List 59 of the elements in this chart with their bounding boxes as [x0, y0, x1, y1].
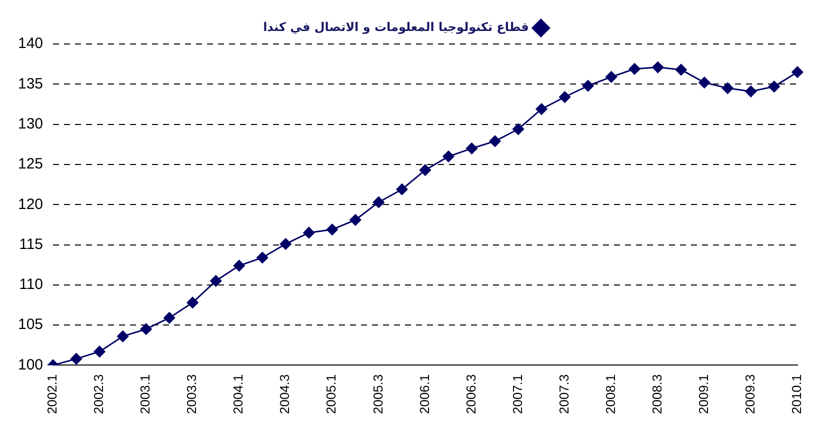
x-tick-label: 2006.3 [463, 374, 478, 414]
x-tick-label: 2009.1 [696, 374, 711, 414]
point [768, 80, 780, 92]
point [582, 80, 594, 92]
point [792, 66, 804, 78]
point [396, 184, 408, 196]
point [303, 226, 315, 238]
x-tick-label: 2004.3 [277, 374, 292, 414]
point [698, 76, 710, 88]
y-tick-label: 100 [18, 356, 44, 374]
x-tick-label: 2009.3 [742, 374, 758, 414]
point [606, 71, 618, 83]
x-tick-label: 2004.1 [230, 374, 246, 414]
y-tick-label: 105 [18, 316, 44, 334]
point [164, 312, 176, 324]
x-tick-label: 2005.3 [370, 374, 386, 414]
legend-label: قطاع تكنولوجيا المعلومات و الاتصال في كندا [263, 20, 529, 34]
y-tick-label: 130 [18, 115, 44, 132]
x-tick-label: 2008.3 [649, 374, 664, 414]
y-tick-label: 125 [18, 156, 44, 173]
point [94, 346, 106, 358]
point [326, 224, 338, 236]
point [466, 142, 478, 154]
point [280, 238, 292, 250]
point [70, 353, 82, 365]
x-tick-label: 2005.1 [324, 374, 339, 414]
point [512, 123, 524, 135]
y-tick-label: 115 [19, 236, 44, 253]
x-tick-label: 2003.3 [184, 374, 200, 414]
x-tick-label: 2003.1 [138, 374, 153, 414]
point [745, 86, 757, 98]
point [722, 82, 734, 94]
x-tick-label: 2006.1 [416, 374, 432, 414]
x-tick-label: 2002.1 [44, 374, 60, 414]
point [536, 103, 548, 115]
point [675, 64, 687, 76]
y-tick-label: 120 [18, 196, 44, 213]
y-tick-label: 135 [18, 75, 44, 92]
point [256, 252, 268, 264]
x-tick-label: 2007.3 [556, 374, 572, 414]
point [117, 330, 129, 342]
point [419, 164, 431, 176]
x-tick-label: 2002.3 [91, 374, 106, 414]
point [442, 150, 454, 162]
x-tick-label: 2010.1 [788, 374, 804, 414]
point [350, 214, 362, 226]
x-tick-label: 2008.1 [602, 374, 618, 414]
y-tick-label: 110 [19, 276, 44, 294]
y-tick-label: 140 [18, 35, 44, 52]
point [652, 62, 664, 74]
point [372, 196, 384, 208]
point [233, 260, 245, 272]
point [140, 323, 152, 335]
point [210, 275, 222, 287]
x-tick-label: 2007.1 [510, 374, 525, 414]
point [559, 91, 571, 103]
point [628, 63, 640, 75]
point [489, 135, 501, 147]
point [186, 296, 198, 308]
